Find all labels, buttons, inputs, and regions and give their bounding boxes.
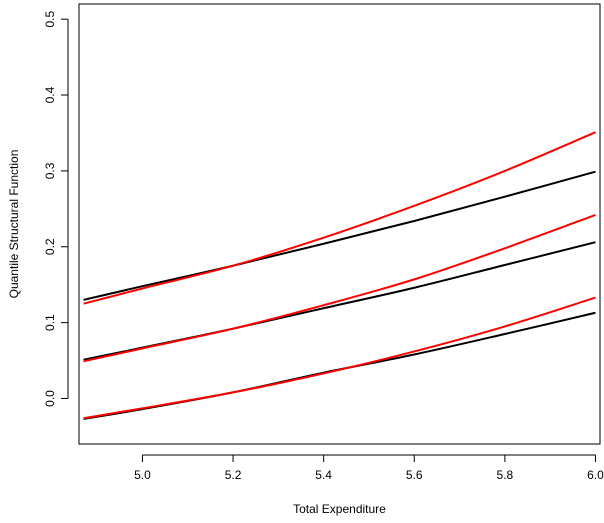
y-tick-label: 0.5 [43,11,57,28]
series-line-2 [83,131,596,305]
y-tick-label: 0.1 [43,314,57,331]
x-tick-label: 5.0 [134,468,151,482]
x-tick-label: 5.4 [315,468,332,482]
x-tick-label: 6.0 [587,468,604,482]
plot-frame [78,3,601,445]
series-line-4 [83,213,596,363]
y-axis: 0.0 0.1 0.2 0.3 0.4 0.5 [43,11,69,407]
series-line-1 [83,170,596,301]
series-line-5 [83,311,596,420]
x-axis-title: Total Expenditure [293,502,386,516]
x-tick-label: 5.2 [225,468,242,482]
x-tick-label: 5.6 [406,468,423,482]
series-layer [83,131,596,420]
x-axis: 5.0 5.2 5.4 5.6 5.8 6.0 [134,454,604,482]
y-tick-label: 0.0 [43,390,57,407]
series-line-6 [83,296,596,420]
y-tick-label: 0.4 [43,86,57,103]
y-axis-title: Quantile Structural Function [7,150,21,299]
y-tick-label: 0.2 [43,238,57,255]
y-tick-label: 0.3 [43,162,57,179]
x-tick-label: 5.8 [497,468,514,482]
